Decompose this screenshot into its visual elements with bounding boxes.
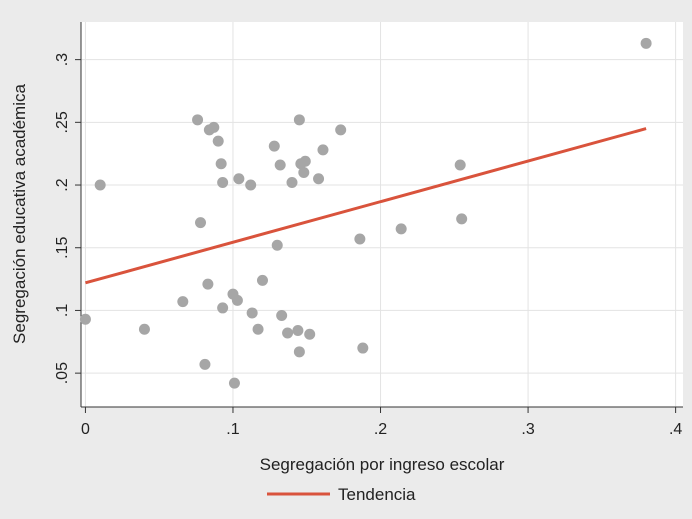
y-tick-label: .15	[54, 237, 71, 259]
scatter-point	[217, 177, 229, 189]
y-tick-label: .25	[54, 111, 71, 133]
x-tick-label: .2	[374, 421, 387, 438]
scatter-point	[212, 135, 224, 147]
y-tick-label: .1	[54, 304, 71, 317]
scatter-point	[293, 346, 305, 358]
scatter-point	[177, 296, 189, 308]
legend: Tendencia	[267, 485, 416, 504]
scatter-point	[276, 309, 288, 321]
scatter-point	[199, 358, 211, 370]
legend-trend-label: Tendencia	[338, 485, 416, 504]
x-tick-label: .4	[669, 421, 682, 438]
scatter-point	[313, 173, 325, 185]
scatter-point	[195, 217, 207, 229]
y-tick-label: .05	[54, 362, 71, 384]
scatter-point	[246, 307, 258, 319]
scatter-point	[293, 114, 305, 126]
scatter-point	[298, 166, 310, 178]
scatter-point	[245, 179, 257, 191]
scatter-point	[282, 327, 294, 339]
scatter-point	[202, 278, 214, 290]
scatter-point	[640, 37, 652, 49]
scatter-point	[271, 239, 283, 251]
x-tick-label: 0	[81, 421, 90, 438]
scatter-point	[231, 294, 243, 306]
axes	[80, 22, 683, 408]
scatter-point	[217, 302, 229, 314]
scatter-point	[317, 144, 329, 156]
scatter-point	[454, 159, 466, 171]
trend-line	[85, 127, 647, 285]
scatter-point	[138, 323, 150, 335]
scatter-point	[79, 313, 91, 325]
y-tick-label: .2	[54, 178, 71, 191]
scatter-point	[228, 377, 240, 389]
scatter-point	[94, 179, 106, 191]
scatter-point	[354, 233, 366, 245]
y-axis-title: Segregación educativa académica	[10, 84, 29, 344]
x-tick-label: .3	[521, 421, 534, 438]
scatter-point	[292, 325, 304, 337]
x-tick-label: .1	[226, 421, 239, 438]
y-ticks: .05 .1 .15 .2 .25 .3	[54, 53, 81, 384]
scatter-points	[79, 37, 652, 389]
plot-area	[81, 22, 683, 407]
scatter-point	[268, 140, 280, 152]
scatter-point	[233, 173, 245, 185]
trend-line-group	[85, 127, 647, 285]
x-axis-title: Segregación por ingreso escolar	[260, 455, 505, 474]
scatter-point	[256, 274, 268, 286]
scatter-point	[335, 124, 347, 136]
scatter-point	[215, 158, 227, 170]
scatter-point	[304, 328, 316, 340]
scatter-point	[252, 323, 264, 335]
scatter-point	[395, 223, 407, 235]
scatter-point	[192, 114, 204, 126]
scatter-point	[299, 155, 311, 167]
y-tick-label: .3	[54, 53, 71, 66]
scatter-point	[208, 121, 220, 133]
scatter-point	[456, 213, 468, 225]
scatter-point	[357, 342, 369, 354]
x-ticks: 0 .1 .2 .3 .4	[81, 407, 682, 438]
scatter-point	[274, 159, 286, 171]
grid	[81, 22, 683, 407]
scatter-point	[286, 177, 298, 189]
